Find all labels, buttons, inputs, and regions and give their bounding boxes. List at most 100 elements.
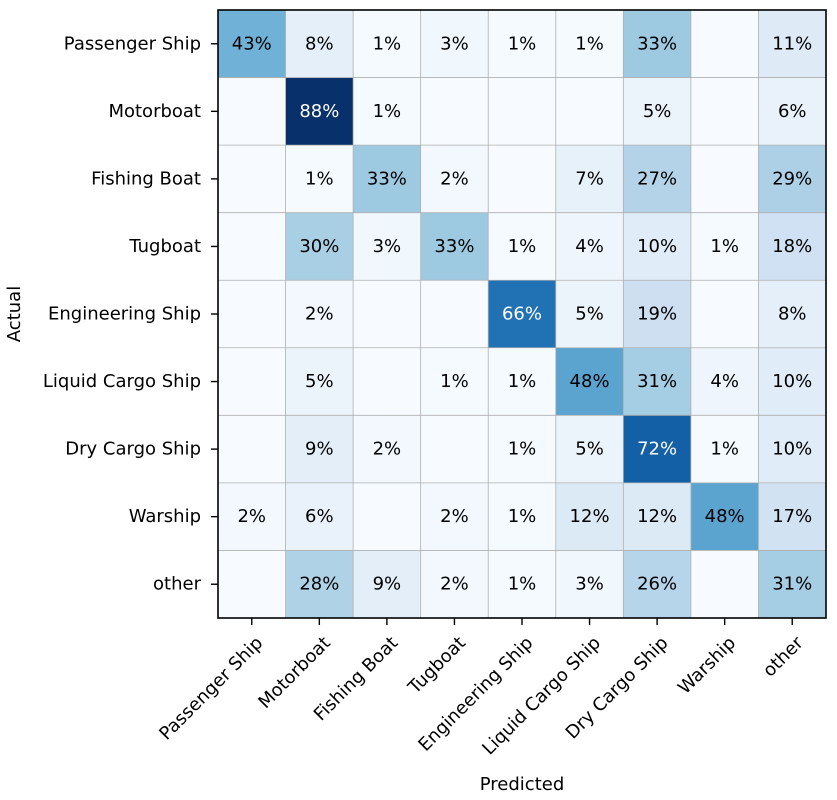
cell-value-label: 1%	[440, 371, 469, 392]
heatmap-cell	[285, 550, 354, 618]
x-tick-label: Tugboat	[404, 633, 470, 699]
cell-value-label: 3%	[440, 33, 469, 54]
heatmap-cell	[690, 10, 759, 78]
cell-value-label: 43%	[232, 33, 272, 54]
heatmap-cell	[623, 550, 691, 618]
cell-value-label: 26%	[637, 574, 677, 595]
heatmap-cell	[218, 482, 286, 551]
x-tick-label: other	[759, 632, 808, 681]
heatmap-cell	[758, 10, 826, 78]
cell-value-label: 9%	[305, 439, 334, 460]
cell-value-label: 2%	[237, 506, 266, 527]
heatmap-cell	[285, 482, 354, 551]
heatmap-cell	[420, 145, 489, 213]
heatmap-cell	[218, 280, 286, 348]
cell-value-label: 88%	[299, 101, 339, 122]
cell-value-label: 3%	[373, 236, 402, 257]
heatmap-cell	[690, 77, 759, 146]
heatmap-cell	[420, 10, 489, 78]
heatmap-cell	[420, 212, 489, 281]
heatmap-cell	[623, 347, 691, 416]
cell-value-label: 10%	[772, 439, 812, 460]
cell-value-label: 1%	[508, 439, 537, 460]
cell-value-label: 1%	[508, 574, 537, 595]
cell-value-label: 30%	[299, 236, 339, 257]
heatmap-cell	[690, 550, 759, 618]
heatmap-cell	[690, 482, 759, 551]
cell-value-label: 9%	[373, 574, 402, 595]
heatmap-cell	[758, 550, 826, 618]
heatmap-cell	[555, 212, 624, 281]
heatmap-cell	[218, 347, 286, 416]
x-tick-label: Liquid Cargo Ship	[478, 633, 605, 760]
cell-value-label: 4%	[575, 236, 604, 257]
heatmap-cell	[690, 347, 759, 416]
y-tick-label: Liquid Cargo Ship	[43, 371, 201, 392]
heatmap-cell	[285, 10, 354, 78]
heatmap-cell	[285, 145, 354, 213]
y-tick-label: other	[153, 574, 202, 595]
cell-value-label: 5%	[643, 101, 672, 122]
cell-value-label: 1%	[508, 371, 537, 392]
cell-value-label: 5%	[305, 371, 334, 392]
heatmap-cell	[218, 145, 286, 213]
cell-value-label: 1%	[508, 506, 537, 527]
y-axis-ticks: Passenger Ship Motorboat Fishing Boat Tugbo…	[43, 33, 218, 595]
heatmap-cell	[555, 10, 624, 78]
cell-value-label: 10%	[772, 371, 812, 392]
heatmap-cell	[555, 550, 624, 618]
cell-value-label: 1%	[508, 33, 537, 54]
cell-value-label: 10%	[637, 236, 677, 257]
cell-grid	[218, 10, 826, 618]
cell-value-label: 1%	[710, 236, 739, 257]
cell-value-label: 6%	[778, 101, 807, 122]
heatmap-cell	[758, 145, 826, 213]
y-tick-label: Warship	[129, 506, 201, 527]
cell-value-label: 33%	[637, 33, 677, 54]
cell-value-label: 72%	[637, 439, 677, 460]
heatmap-cell	[758, 415, 826, 483]
cell-value-label: 19%	[637, 304, 677, 325]
heatmap-cell	[623, 280, 691, 348]
cell-value-label: 7%	[575, 168, 604, 189]
cell-value-label: 1%	[508, 236, 537, 257]
heatmap-cell	[420, 347, 489, 416]
cell-value-label: 5%	[575, 439, 604, 460]
heatmap-cell	[690, 145, 759, 213]
heatmap-cell	[420, 482, 489, 551]
y-tick-label: Tugboat	[128, 236, 201, 257]
heatmap-cell	[488, 482, 556, 551]
y-tick-label: Motorboat	[108, 101, 201, 122]
heatmap-cell	[353, 347, 421, 416]
cell-value-label: 8%	[305, 33, 334, 54]
heatmap-cells	[218, 10, 826, 618]
cell-value-label: 2%	[305, 304, 334, 325]
heatmap-cell	[353, 482, 421, 551]
heatmap-cell	[690, 415, 759, 483]
heatmap-cell	[623, 415, 691, 483]
heatmap-cell	[285, 77, 354, 146]
cell-value-label: 27%	[637, 168, 677, 189]
heatmap-cell	[488, 77, 556, 146]
heatmap-cell	[623, 10, 691, 78]
cell-value-label: 1%	[575, 33, 604, 54]
cell-value-label: 5%	[575, 304, 604, 325]
cell-value-label: 66%	[502, 304, 542, 325]
cell-value-label: 28%	[299, 574, 339, 595]
cell-value-label: 2%	[373, 439, 402, 460]
cell-value-label: 48%	[705, 506, 745, 527]
heatmap-cell	[218, 77, 286, 146]
heatmap-cell	[555, 482, 624, 551]
heatmap-cell	[488, 10, 556, 78]
y-tick-label: Dry Cargo Ship	[65, 439, 201, 460]
heatmap-cell	[555, 77, 624, 146]
heatmap-cell	[353, 145, 421, 213]
heatmap-cell	[488, 415, 556, 483]
heatmap-cell	[758, 482, 826, 551]
cell-value-label: 1%	[305, 168, 334, 189]
heatmap-cell	[353, 10, 421, 78]
cell-value-label: 17%	[772, 506, 812, 527]
cell-value-label: 33%	[367, 168, 407, 189]
